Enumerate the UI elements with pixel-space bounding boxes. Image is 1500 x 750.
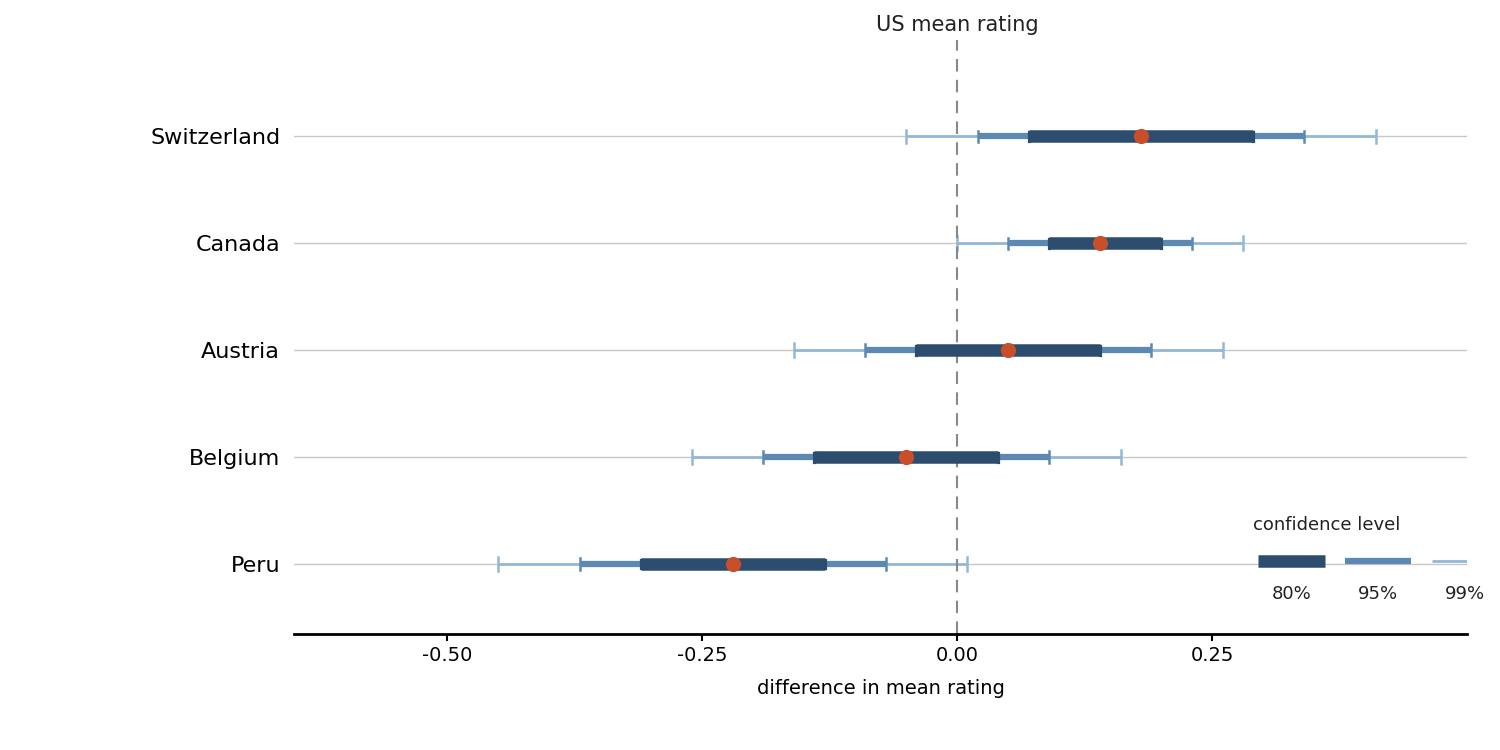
Point [1130,130,1154,142]
Text: 80%: 80% [1272,585,1311,603]
Point [894,452,918,464]
X-axis label: difference in mean rating: difference in mean rating [758,679,1005,698]
Text: 95%: 95% [1358,585,1398,603]
Point [722,558,746,570]
Text: 99%: 99% [1444,585,1485,603]
Text: confidence level: confidence level [1252,516,1401,534]
Text: US mean rating: US mean rating [876,15,1038,34]
Point [996,344,1020,356]
Point [1088,238,1112,250]
